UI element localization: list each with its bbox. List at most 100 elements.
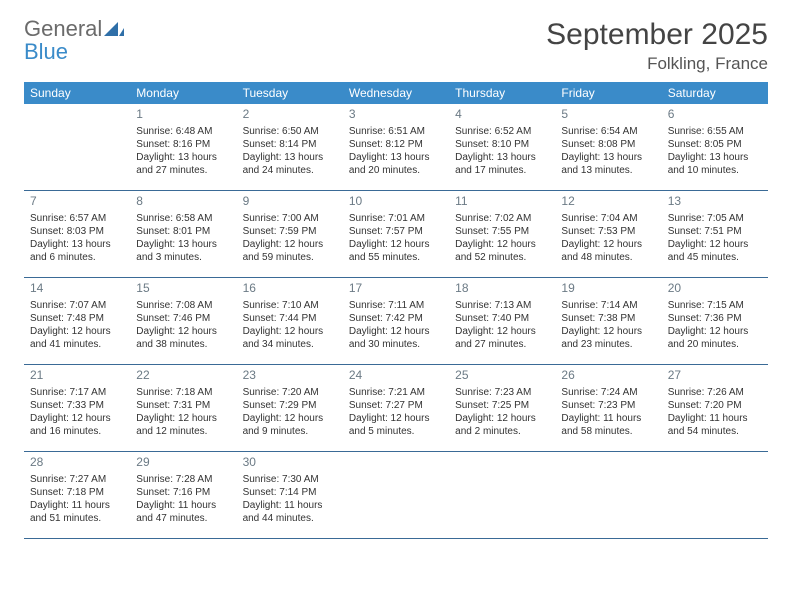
sunrise-line: Sunrise: 6:50 AM <box>243 125 337 138</box>
weekday-friday: Friday <box>555 82 661 104</box>
sunset-line: Sunset: 8:12 PM <box>349 138 443 151</box>
day-cell: 27 Sunrise: 7:26 AMSunset: 7:20 PMDayligh… <box>662 365 768 451</box>
day-number: 16 <box>243 281 337 297</box>
sunset-line: Sunset: 8:05 PM <box>668 138 762 151</box>
sunset-line: Sunset: 7:31 PM <box>136 399 230 412</box>
day-number: 6 <box>668 107 762 123</box>
title-block: September 2025 Folkling, France <box>546 18 768 74</box>
day-number: 8 <box>136 194 230 210</box>
daylight-line: Daylight: 13 hours and 24 minutes. <box>243 151 337 177</box>
daylight-line: Daylight: 12 hours and 5 minutes. <box>349 412 443 438</box>
sunset-line: Sunset: 7:20 PM <box>668 399 762 412</box>
day-cell: 15Sunrise: 7:08 AMSunset: 7:46 PMDayligh… <box>130 278 236 364</box>
weekday-monday: Monday <box>130 82 236 104</box>
day-cell: 4Sunrise: 6:52 AMSunset: 8:10 PMDaylight… <box>449 104 555 190</box>
daylight-line: Daylight: 12 hours and 12 minutes. <box>136 412 230 438</box>
sunset-line: Sunset: 7:40 PM <box>455 312 549 325</box>
day-cell <box>343 452 449 538</box>
day-cell: 13Sunrise: 7:05 AMSunset: 7:51 PMDayligh… <box>662 191 768 277</box>
week-row: 1Sunrise: 6:48 AMSunset: 8:16 PMDaylight… <box>24 104 768 191</box>
day-cell: 20Sunrise: 7:15 AMSunset: 7:36 PMDayligh… <box>662 278 768 364</box>
day-number: 26 <box>561 368 655 384</box>
sunset-line: Sunset: 7:29 PM <box>243 399 337 412</box>
day-number: 28 <box>30 455 124 471</box>
day-number: 18 <box>455 281 549 297</box>
sunrise-line: Sunrise: 6:48 AM <box>136 125 230 138</box>
sunset-line: Sunset: 7:16 PM <box>136 486 230 499</box>
day-cell: 3Sunrise: 6:51 AMSunset: 8:12 PMDaylight… <box>343 104 449 190</box>
sunrise-line: Sunrise: 6:57 AM <box>30 212 124 225</box>
daylight-line: Daylight: 12 hours and 52 minutes. <box>455 238 549 264</box>
sunrise-line: Sunrise: 7:08 AM <box>136 299 230 312</box>
day-number: 4 <box>455 107 549 123</box>
day-number: 12 <box>561 194 655 210</box>
sunrise-line: Sunrise: 7:27 AM <box>30 473 124 486</box>
daylight-line: Daylight: 12 hours and 55 minutes. <box>349 238 443 264</box>
daylight-line: Daylight: 11 hours and 51 minutes. <box>30 499 124 525</box>
sunrise-line: Sunrise: 7:13 AM <box>455 299 549 312</box>
sunset-line: Sunset: 8:14 PM <box>243 138 337 151</box>
sunrise-line: Sunrise: 6:55 AM <box>668 125 762 138</box>
day-cell <box>449 452 555 538</box>
logo-text-blue: Blue <box>24 41 124 63</box>
sunset-line: Sunset: 7:14 PM <box>243 486 337 499</box>
day-cell <box>555 452 661 538</box>
weeks-container: 1Sunrise: 6:48 AMSunset: 8:16 PMDaylight… <box>24 104 768 539</box>
sunrise-line: Sunrise: 7:17 AM <box>30 386 124 399</box>
day-number: 21 <box>30 368 124 384</box>
sunrise-line: Sunrise: 7:02 AM <box>455 212 549 225</box>
daylight-line: Daylight: 11 hours and 44 minutes. <box>243 499 337 525</box>
day-cell: 5Sunrise: 6:54 AMSunset: 8:08 PMDaylight… <box>555 104 661 190</box>
day-cell: 8Sunrise: 6:58 AMSunset: 8:01 PMDaylight… <box>130 191 236 277</box>
week-row: 21Sunrise: 7:17 AMSunset: 7:33 PMDayligh… <box>24 365 768 452</box>
sunset-line: Sunset: 7:27 PM <box>349 399 443 412</box>
sunrise-line: Sunrise: 7:10 AM <box>243 299 337 312</box>
day-cell: 22Sunrise: 7:18 AMSunset: 7:31 PMDayligh… <box>130 365 236 451</box>
sunrise-line: Sunrise: 6:51 AM <box>349 125 443 138</box>
day-number: 2 <box>243 107 337 123</box>
day-cell: 23Sunrise: 7:20 AMSunset: 7:29 PMDayligh… <box>237 365 343 451</box>
sail-icon <box>104 20 124 36</box>
day-number: 7 <box>30 194 124 210</box>
sunset-line: Sunset: 7:42 PM <box>349 312 443 325</box>
sunset-line: Sunset: 7:46 PM <box>136 312 230 325</box>
day-cell: 9Sunrise: 7:00 AMSunset: 7:59 PMDaylight… <box>237 191 343 277</box>
day-number: 30 <box>243 455 337 471</box>
daylight-line: Daylight: 12 hours and 9 minutes. <box>243 412 337 438</box>
week-row: 28Sunrise: 7:27 AMSunset: 7:18 PMDayligh… <box>24 452 768 539</box>
daylight-line: Daylight: 12 hours and 23 minutes. <box>561 325 655 351</box>
daylight-line: Daylight: 13 hours and 17 minutes. <box>455 151 549 177</box>
daylight-line: Daylight: 11 hours and 54 minutes. <box>668 412 762 438</box>
day-number: 27 <box>668 368 762 384</box>
sunrise-line: Sunrise: 7:18 AM <box>136 386 230 399</box>
day-cell: 16Sunrise: 7:10 AMSunset: 7:44 PMDayligh… <box>237 278 343 364</box>
daylight-line: Daylight: 12 hours and 38 minutes. <box>136 325 230 351</box>
day-cell: 2 Sunrise: 6:50 AMSunset: 8:14 PMDaylight… <box>237 104 343 190</box>
day-number: 24 <box>349 368 443 384</box>
daylight-line: Daylight: 12 hours and 48 minutes. <box>561 238 655 264</box>
day-cell: 24Sunrise: 7:21 AMSunset: 7:27 PMDayligh… <box>343 365 449 451</box>
sunset-line: Sunset: 7:51 PM <box>668 225 762 238</box>
day-number: 9 <box>243 194 337 210</box>
daylight-line: Daylight: 13 hours and 27 minutes. <box>136 151 230 177</box>
sunrise-line: Sunrise: 7:14 AM <box>561 299 655 312</box>
day-number: 3 <box>349 107 443 123</box>
logo: General Blue <box>24 18 124 63</box>
day-cell: 1Sunrise: 6:48 AMSunset: 8:16 PMDaylight… <box>130 104 236 190</box>
sunrise-line: Sunrise: 7:26 AM <box>668 386 762 399</box>
day-number: 13 <box>668 194 762 210</box>
daylight-line: Daylight: 12 hours and 59 minutes. <box>243 238 337 264</box>
day-number: 23 <box>243 368 337 384</box>
day-cell: 14Sunrise: 7:07 AMSunset: 7:48 PMDayligh… <box>24 278 130 364</box>
sunset-line: Sunset: 7:53 PM <box>561 225 655 238</box>
weekday-tuesday: Tuesday <box>237 82 343 104</box>
sunrise-line: Sunrise: 7:15 AM <box>668 299 762 312</box>
sunrise-line: Sunrise: 7:23 AM <box>455 386 549 399</box>
day-number: 25 <box>455 368 549 384</box>
daylight-line: Daylight: 11 hours and 58 minutes. <box>561 412 655 438</box>
sunrise-line: Sunrise: 6:54 AM <box>561 125 655 138</box>
sunset-line: Sunset: 7:44 PM <box>243 312 337 325</box>
day-number: 20 <box>668 281 762 297</box>
day-number: 19 <box>561 281 655 297</box>
calendar: SundayMondayTuesdayWednesdayThursdayFrid… <box>24 82 768 539</box>
